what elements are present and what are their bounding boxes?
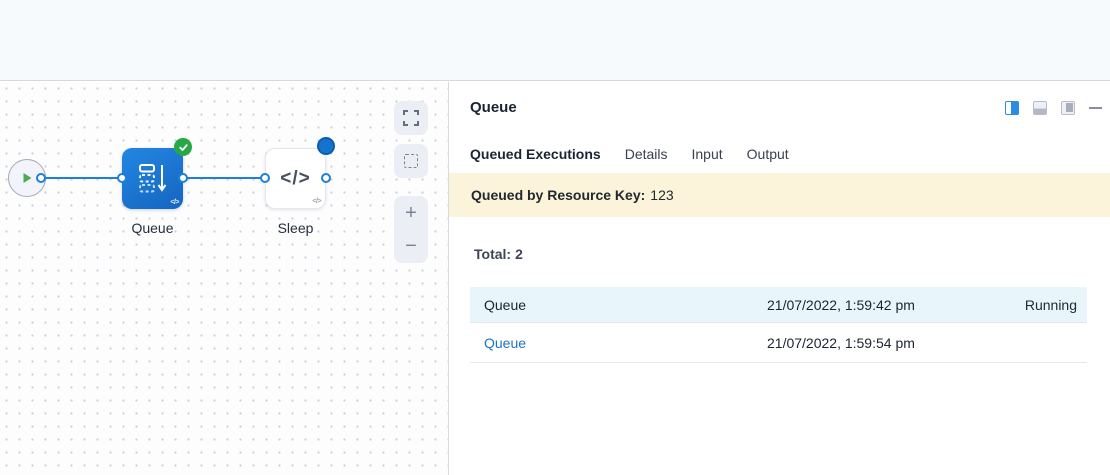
tab-queued-executions[interactable]: Queued Executions bbox=[470, 143, 601, 177]
resource-key-banner: Queued by Resource Key: 123 bbox=[449, 173, 1110, 217]
execution-row-current[interactable]: Queue 21/07/2022, 1:59:42 pm Running bbox=[470, 287, 1087, 323]
execution-row[interactable]: Queue 21/07/2022, 1:59:54 pm bbox=[470, 323, 1087, 363]
code-node-mark-icon: </> bbox=[170, 199, 179, 206]
execution-status: Running bbox=[1024, 296, 1077, 313]
total-count: Total: 2 bbox=[470, 246, 523, 262]
banner-value: 123 bbox=[650, 187, 674, 203]
tab-output[interactable]: Output bbox=[746, 146, 789, 162]
node-details-panel: Queue Queued Executions Details Input Ou… bbox=[449, 82, 1110, 475]
node-queue[interactable]: </> bbox=[122, 148, 183, 209]
total-label: Total: bbox=[474, 246, 512, 262]
tab-input[interactable]: Input bbox=[691, 146, 723, 162]
code-node-mark-icon: </> bbox=[312, 198, 321, 205]
selection-box-icon bbox=[404, 154, 418, 168]
layout-right-panel-icon[interactable] bbox=[1061, 101, 1075, 115]
edge-start-to-queue bbox=[41, 177, 122, 179]
minimize-panel-icon[interactable] bbox=[1089, 107, 1102, 109]
connection-handle[interactable] bbox=[321, 173, 331, 183]
zoom-in-button[interactable]: + bbox=[405, 201, 417, 224]
node-label-sleep: Sleep bbox=[277, 220, 314, 236]
execution-time: 21/07/2022, 1:59:42 pm bbox=[767, 296, 915, 313]
banner-label: Queued by Resource Key: bbox=[471, 187, 646, 203]
execution-time: 21/07/2022, 1:59:54 pm bbox=[767, 334, 915, 351]
play-icon bbox=[23, 173, 32, 183]
connection-handle[interactable] bbox=[260, 173, 270, 183]
connection-handle[interactable] bbox=[117, 173, 127, 183]
panel-title: Queue bbox=[470, 99, 517, 116]
fit-view-icon bbox=[403, 110, 419, 126]
code-icon: </> bbox=[280, 167, 311, 189]
node-waiting-badge bbox=[317, 137, 335, 155]
total-value: 2 bbox=[515, 246, 523, 262]
workflow-canvas[interactable]: </> </> </> Queue Sleep bbox=[0, 82, 449, 475]
edge-queue-to-sleep bbox=[183, 177, 265, 179]
layout-split-view-icon[interactable] bbox=[1005, 101, 1019, 115]
check-icon bbox=[178, 143, 188, 151]
connection-handle[interactable] bbox=[36, 173, 46, 183]
node-success-badge bbox=[174, 138, 192, 156]
top-bar bbox=[0, 0, 1110, 81]
fit-view-button[interactable] bbox=[394, 101, 428, 135]
execution-name-link[interactable]: Queue bbox=[484, 334, 527, 351]
node-label-queue: Queue bbox=[131, 220, 174, 236]
lasso-select-button[interactable] bbox=[394, 144, 428, 178]
node-sleep[interactable]: </> </> bbox=[265, 148, 326, 209]
executions-table: Queue 21/07/2022, 1:59:42 pm Running Que… bbox=[470, 287, 1087, 363]
zoom-controls: + − bbox=[394, 196, 428, 263]
connection-handle[interactable] bbox=[178, 173, 188, 183]
zoom-out-button[interactable]: − bbox=[405, 235, 417, 258]
layout-bottom-panel-icon[interactable] bbox=[1033, 101, 1047, 115]
panel-tabs: Queued Executions Details Input Output bbox=[470, 143, 789, 177]
panel-controls bbox=[1005, 101, 1102, 115]
tab-details[interactable]: Details bbox=[624, 146, 668, 162]
queue-icon bbox=[139, 164, 167, 193]
execution-name: Queue bbox=[484, 296, 527, 313]
